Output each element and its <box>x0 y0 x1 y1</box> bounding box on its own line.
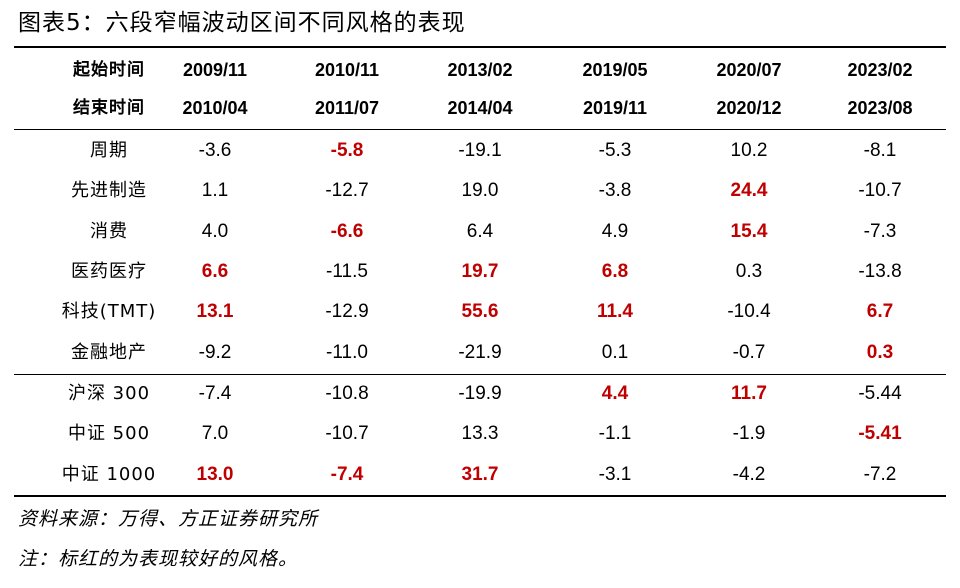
value-cell: -10.8 <box>325 383 369 404</box>
value-cell: -5.3 <box>598 140 632 161</box>
value-cell: 15.4 <box>730 221 768 242</box>
value-cell: 0.3 <box>866 342 894 363</box>
value-cell: 0.3 <box>735 261 763 282</box>
figure-title: 图表5：六段窄幅波动区间不同风格的表现 <box>18 10 466 36</box>
value-cell: 7.0 <box>201 423 229 444</box>
value-cell: -4.2 <box>732 464 766 485</box>
row-label: 中证 1000 <box>61 464 157 485</box>
value-cell: -1.9 <box>732 423 766 444</box>
value-cell: 31.7 <box>461 464 499 485</box>
row-label: 科技(TMT) <box>61 301 157 322</box>
value-cell: -10.7 <box>858 180 902 201</box>
value-cell: 4.4 <box>601 383 629 404</box>
value-cell: 55.6 <box>461 301 499 322</box>
value-cell: -10.7 <box>325 423 369 444</box>
header-rule <box>14 129 946 130</box>
source-note: 资料来源：万得、方正证券研究所 <box>18 508 319 530</box>
table-row: 中证 500 7.0 -10.7 13.3 -1.1 -1.9 -5.41 <box>0 414 960 454</box>
value-cell: -19.9 <box>458 383 502 404</box>
header-start-label: 起始时间 <box>73 60 145 80</box>
value-cell: -21.9 <box>458 342 502 363</box>
header-start-date: 2010/11 <box>314 60 380 80</box>
value-cell: -5.44 <box>858 383 902 404</box>
value-cell: 13.1 <box>196 301 234 322</box>
table-top-rule <box>14 46 946 48</box>
row-label: 中证 500 <box>67 423 151 444</box>
value-cell: -3.6 <box>198 140 232 161</box>
value-cell: 6.8 <box>601 261 629 282</box>
value-cell: -0.7 <box>732 342 766 363</box>
header-start-date: 2013/02 <box>447 60 513 80</box>
value-cell: 13.0 <box>196 464 234 485</box>
header-start-date: 2009/11 <box>182 60 248 80</box>
header-end-date: 2023/08 <box>847 98 913 118</box>
value-cell: -10.4 <box>727 301 771 322</box>
table-bottom-rule <box>14 495 946 497</box>
value-cell: -7.3 <box>863 221 897 242</box>
value-cell: -3.1 <box>598 464 632 485</box>
value-cell: -3.8 <box>598 180 632 201</box>
value-cell: 4.9 <box>601 221 629 242</box>
value-cell: 0.1 <box>601 342 629 363</box>
value-cell: -11.5 <box>326 261 368 282</box>
value-cell: 6.6 <box>201 261 229 282</box>
row-label: 周期 <box>90 140 128 161</box>
value-cell: -6.6 <box>330 221 364 242</box>
value-cell: -8.1 <box>863 140 897 161</box>
table-row: 沪深 300 -7.4 -10.8 -19.9 4.4 11.7 -5.44 <box>0 374 960 414</box>
value-cell: 19.0 <box>461 180 499 201</box>
table-row: 医药医疗 6.6 -11.5 19.7 6.8 0.3 -13.8 <box>0 252 960 292</box>
row-label: 沪深 300 <box>67 383 151 404</box>
value-cell: -13.8 <box>858 261 902 282</box>
row-label: 先进制造 <box>71 180 147 201</box>
value-cell: -19.1 <box>458 140 502 161</box>
highlight-note: 注：标红的为表现较好的风格。 <box>18 548 299 570</box>
header-end-date: 2019/11 <box>582 98 648 118</box>
value-cell: 24.4 <box>730 180 768 201</box>
table-row: 中证 1000 13.0 -7.4 31.7 -3.1 -4.2 -7.2 <box>0 455 960 495</box>
value-cell: -7.4 <box>330 464 364 485</box>
value-cell: -5.41 <box>858 423 902 444</box>
value-cell: 4.0 <box>201 221 229 242</box>
value-cell: -11.0 <box>326 342 368 363</box>
value-cell: 6.7 <box>866 301 894 322</box>
table-row: 周期 -3.6 -5.8 -19.1 -5.3 10.2 -8.1 <box>0 131 960 171</box>
row-label: 金融地产 <box>71 342 147 363</box>
header-row-start: 起始时间 2009/11 2010/11 2013/02 2019/05 202… <box>0 50 960 90</box>
table-row: 金融地产 -9.2 -11.0 -21.9 0.1 -0.7 0.3 <box>0 333 960 373</box>
row-label: 医药医疗 <box>71 261 147 282</box>
table-row: 消费 4.0 -6.6 6.4 4.9 15.4 -7.3 <box>0 212 960 252</box>
value-cell: 11.4 <box>597 301 633 322</box>
table-row: 科技(TMT) 13.1 -12.9 55.6 11.4 -10.4 6.7 <box>0 292 960 332</box>
header-end-date: 2020/12 <box>716 98 782 118</box>
value-cell: 6.4 <box>466 221 494 242</box>
header-end-date: 2010/04 <box>182 98 248 118</box>
index-group-rule <box>14 374 946 375</box>
value-cell: -7.4 <box>198 383 232 404</box>
value-cell: 11.7 <box>731 383 767 404</box>
table-row: 先进制造 1.1 -12.7 19.0 -3.8 24.4 -10.7 <box>0 171 960 211</box>
header-row-end: 结束时间 2010/04 2011/07 2014/04 2019/11 202… <box>0 88 960 128</box>
value-cell: 19.7 <box>461 261 499 282</box>
header-end-date: 2011/07 <box>314 98 380 118</box>
value-cell: -7.2 <box>863 464 897 485</box>
value-cell: -5.8 <box>330 140 364 161</box>
value-cell: -1.1 <box>598 423 632 444</box>
value-cell: -9.2 <box>198 342 232 363</box>
value-cell: -12.7 <box>325 180 369 201</box>
header-end-date: 2014/04 <box>447 98 513 118</box>
header-end-label: 结束时间 <box>73 98 145 118</box>
header-start-date: 2020/07 <box>716 60 782 80</box>
row-label: 消费 <box>90 221 128 242</box>
value-cell: -12.9 <box>325 301 369 322</box>
header-start-date: 2023/02 <box>847 60 913 80</box>
value-cell: 10.2 <box>730 140 768 161</box>
value-cell: 1.1 <box>201 180 229 201</box>
value-cell: 13.3 <box>461 423 499 444</box>
header-start-date: 2019/05 <box>582 60 648 80</box>
